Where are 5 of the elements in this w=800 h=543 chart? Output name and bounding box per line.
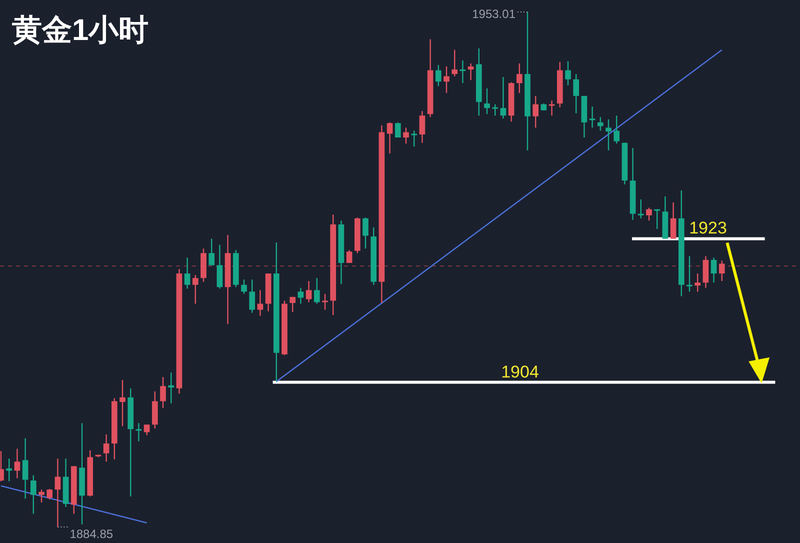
chart-title: 黄金1小时 — [12, 14, 149, 47]
ref-line-label: 1923 — [689, 218, 727, 238]
annotation: 1884.85 — [70, 527, 114, 541]
ref-line-label: 1904 — [501, 362, 539, 382]
annotation: 1953.01 — [472, 7, 516, 21]
